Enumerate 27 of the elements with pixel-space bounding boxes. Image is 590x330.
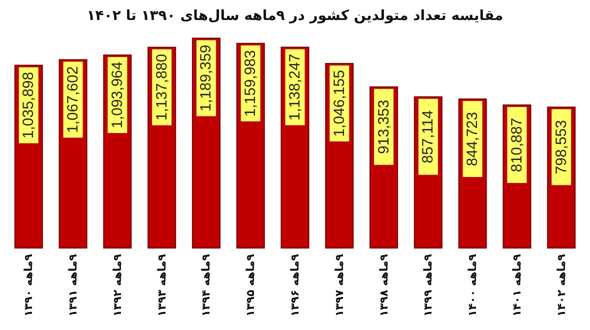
x-tick-label: ۹ماهه ۱۳۹۶ xyxy=(288,254,302,317)
data-label: 1,159,983 xyxy=(242,50,260,117)
x-tick-label: ۹ماهه ۱۳۹۰ xyxy=(22,254,36,317)
x-tick-label: ۹ماهه ۱۳۹۲ xyxy=(110,254,124,317)
x-tick-label: ۹ماهه ۱۳۹۸ xyxy=(377,254,390,317)
x-tick-label: ۹ماهه ۱۳۹۱ xyxy=(66,254,80,317)
data-label: 1,189,359 xyxy=(198,44,215,112)
data-label: 1,093,964 xyxy=(108,62,126,128)
x-tick-label: ۹ماهه ۱۴۰۱ xyxy=(510,254,524,317)
x-tick-label: ۹ماهه ۱۴۰۰ xyxy=(466,254,480,317)
data-label: 1,046,155 xyxy=(330,70,348,137)
x-tick-label: ۹ماهه ۱۳۹۳ xyxy=(155,254,168,317)
data-label: 857,114 xyxy=(420,110,437,164)
data-label: 1,067,602 xyxy=(64,66,82,134)
x-tick-label: ۹ماهه ۱۴۰۲ xyxy=(554,254,568,317)
data-label: 1,137,880 xyxy=(153,54,170,121)
data-label: 1,138,247 xyxy=(286,54,304,121)
x-tick-label: ۹ماهه ۱۳۹۷ xyxy=(332,254,346,317)
data-label: 798,553 xyxy=(552,120,570,174)
x-tick-label: ۹ماهه ۱۳۹۹ xyxy=(422,254,435,317)
chart-title: مقایسه تعداد متولدین کشور در ۹ماهه سال‌های ۱۳۹۰ تا ۱۴۰۲ xyxy=(86,8,504,24)
data-label: 844,723 xyxy=(464,112,482,166)
data-label: 913,353 xyxy=(375,100,392,154)
x-tick-label: ۹ماهه ۱۳۹۵ xyxy=(244,254,258,317)
x-tick-label: ۹ماهه ۱۳۹۴ xyxy=(200,254,213,317)
data-label: 810,887 xyxy=(508,118,526,172)
data-label: 1,035,898 xyxy=(20,72,38,139)
